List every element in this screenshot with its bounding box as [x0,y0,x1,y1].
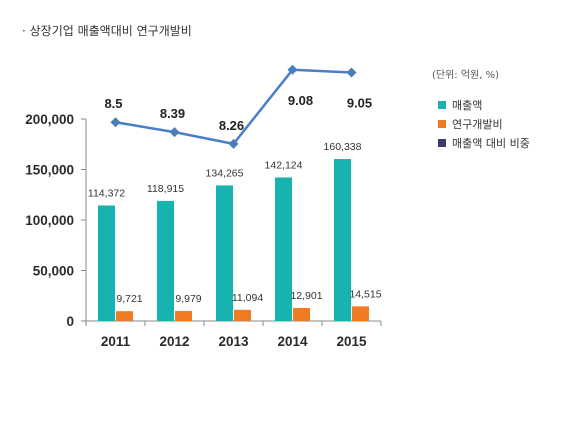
ratio-marker-2014 [287,64,298,75]
x-tick-label-2013: 2013 [218,334,249,349]
legend-item-rnd: 연구개발비 [438,114,530,133]
bar-label-rnd-2011: 9,721 [116,293,142,305]
legend: 매출액 연구개발비 매출액 대비 비중 [438,95,530,152]
chart-title: · 상장기업 매출액대비 연구개발비 [22,24,192,38]
ratio-label-2012: 8.39 [160,106,185,121]
ratio-label-2011: 8.5 [104,96,122,111]
bar-rnd-2014 [293,307,310,321]
bar-label-sales-2014: 142,124 [265,159,303,171]
bar-label-rnd-2014: 12,901 [290,290,322,302]
bar-rnd-2012 [175,310,192,321]
ratio-marker-2013 [228,138,239,149]
bar-label-sales-2011: 114,372 [88,187,125,199]
bar-sales-2015 [334,159,351,321]
ratio-marker-2015 [346,67,357,78]
y-tick-label-1: 50,000 [33,264,74,279]
y-tick-label-2: 100,000 [25,213,74,228]
bar-label-sales-2013: 134,265 [206,167,244,179]
legend-item-ratio: 매출액 대비 비중 [438,133,530,152]
y-tick-label-0: 0 [66,314,74,329]
legend-label-sales: 매출액 [452,98,483,112]
bar-rnd-2013 [234,309,251,321]
bar-rnd-2011 [116,311,133,321]
x-tick-label-2014: 2014 [277,334,308,349]
bar-label-rnd-2015: 14,515 [349,288,381,300]
bar-label-rnd-2012: 9,979 [175,293,201,305]
ratio-label-2014: 9.08 [288,93,313,108]
bar-label-sales-2012: 118,915 [147,183,184,195]
x-tick-label-2011: 2011 [101,334,131,349]
legend-label-rnd: 연구개발비 [452,117,503,131]
unit-note: (단위: 억원, %) [432,70,500,81]
legend-swatch-sales [438,100,446,109]
legend-swatch-ratio [438,138,446,147]
ratio-marker-2011 [110,117,121,128]
bar-rnd-2015 [352,306,369,321]
ratio-marker-2012 [169,127,180,138]
y-tick-label-4: 200,000 [25,112,74,127]
legend-label-ratio: 매출액 대비 비중 [452,136,530,150]
bar-sales-2013 [216,185,233,321]
bar-label-rnd-2013: 11,094 [232,292,263,304]
legend-item-sales: 매출액 [438,95,530,114]
bar-sales-2012 [157,200,174,321]
legend-swatch-rnd [438,119,446,128]
y-tick-label-3: 150,000 [25,163,74,178]
bar-label-sales-2015: 160,338 [324,141,362,153]
ratio-label-2015: 9.05 [347,96,372,111]
x-tick-label-2015: 2015 [336,334,367,349]
x-tick-label-2012: 2012 [159,334,189,349]
ratio-label-2013: 8.26 [219,118,244,133]
bar-sales-2011 [98,205,115,321]
bar-sales-2014 [275,177,292,321]
